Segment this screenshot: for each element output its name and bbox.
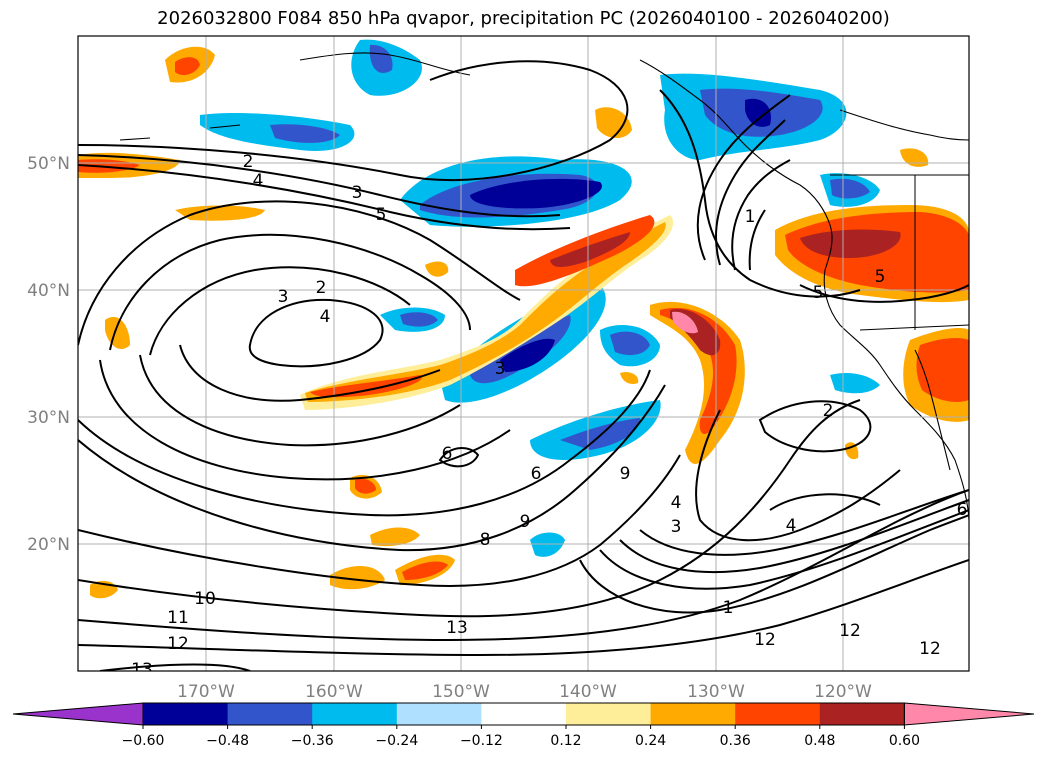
lon-tick-label: 140°W	[559, 682, 617, 702]
gridlines	[78, 36, 969, 671]
contour-label: 6	[957, 500, 968, 520]
shading-layer	[78, 39, 969, 599]
lat-tick-label: 20°N	[27, 535, 70, 555]
contour-label: 13	[446, 618, 468, 638]
contour-label: 6	[531, 464, 542, 484]
contour-label: 6	[442, 444, 453, 464]
contour-label: 12	[754, 630, 776, 650]
colorbar-tick-label: −0.24	[375, 733, 418, 749]
colorbar-tick-label: 0.24	[635, 733, 666, 749]
map-title: 2026032800 F084 850 hPa qvapor, precipit…	[157, 8, 890, 29]
contour-labels: 2 4 3 5 3 2 4 3 6 6 9 8 9 10 11 12 13 12…	[131, 152, 968, 680]
contour-label: 3	[278, 287, 289, 307]
contour-label: 4	[253, 171, 264, 191]
contour-label: 8	[480, 530, 491, 550]
colorbar-extend-min	[12, 702, 144, 726]
lon-tick-label: 120°W	[814, 682, 872, 702]
colorbar-tick-label: 0.12	[550, 733, 581, 749]
contour-label: 5	[813, 283, 824, 303]
lat-tick-label: 50°N	[27, 154, 70, 174]
colorbar-tick-label: −0.12	[460, 733, 503, 749]
contour-label: 5	[376, 205, 387, 225]
lon-tick-label: 150°W	[432, 682, 490, 702]
contour-label: 9	[520, 512, 531, 532]
contour-label: 1	[723, 598, 734, 618]
colorbar-segment	[650, 703, 736, 725]
contour-label: 11	[167, 608, 189, 628]
colorbar-segment	[566, 703, 652, 725]
lon-axis: 170°W 160°W 150°W 140°W 130°W 120°W	[177, 682, 872, 702]
map-frame	[77, 35, 970, 672]
lat-tick-label: 30°N	[27, 408, 70, 428]
colorbar: −0.60 −0.48 −0.36 −0.24 −0.12 0.12 0.24 0.36 0.4…	[12, 702, 1035, 749]
contour-label: 4	[786, 516, 797, 536]
colorbar-segment	[227, 703, 313, 725]
colorbar-segment	[143, 703, 229, 725]
contour-label: 13	[131, 660, 153, 680]
colorbar-tick-label: 0.36	[720, 733, 751, 749]
lon-tick-label: 170°W	[177, 682, 235, 702]
contour-label: 12	[839, 621, 861, 641]
colorbar-tick-label: −0.60	[122, 733, 165, 749]
contour-label: 9	[620, 464, 631, 484]
contour-label: 4	[671, 493, 682, 513]
contour-label: 4	[320, 307, 331, 327]
contour-layer	[78, 60, 969, 671]
contour-label: 3	[352, 183, 363, 203]
colorbar-segment	[396, 703, 482, 725]
map-panel: 2 4 3 5 3 2 4 3 6 6 9 8 9 10 11 12 13 12…	[78, 36, 969, 680]
border-layer	[830, 174, 969, 331]
lon-tick-label: 130°W	[687, 682, 745, 702]
contour-label: 3	[495, 359, 506, 379]
contour-label: 2	[243, 152, 254, 172]
colorbar-tick-label: 0.60	[889, 733, 920, 749]
colorbar-extend-max	[903, 702, 1035, 726]
colorbar-tick-label: −0.36	[291, 733, 334, 749]
colorbar-outline	[142, 702, 905, 726]
contour-label: 5	[875, 267, 886, 287]
colorbar-segment	[735, 703, 821, 725]
lon-tick-label: 160°W	[305, 682, 363, 702]
contour-label: 12	[167, 634, 189, 654]
contour-label: 10	[194, 589, 216, 609]
contour-label: 3	[671, 517, 682, 537]
contour-label: 2	[823, 401, 834, 421]
contour-label: 12	[919, 639, 941, 659]
colorbar-segment	[312, 703, 398, 725]
contour-label: 1	[745, 207, 756, 227]
lat-tick-label: 40°N	[27, 281, 70, 301]
colorbar-segment	[819, 703, 905, 725]
contour-label: 2	[316, 278, 327, 298]
colorbar-tick-label: −0.48	[206, 733, 249, 749]
lat-axis: 50°N 40°N 30°N 20°N	[27, 154, 70, 555]
colorbar-segment	[481, 703, 567, 725]
colorbar-tick-label: 0.48	[804, 733, 835, 749]
coastline-layer	[119, 52, 969, 521]
